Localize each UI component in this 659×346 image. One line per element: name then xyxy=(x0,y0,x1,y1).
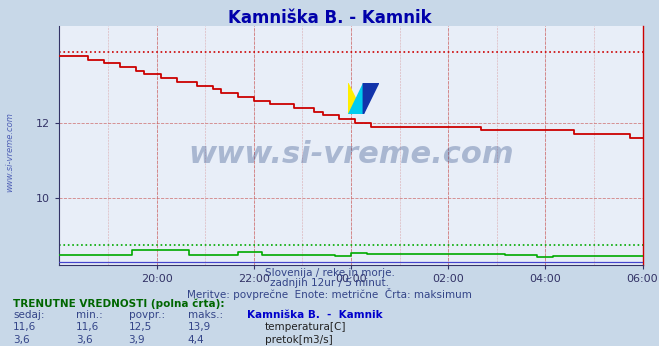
Text: temperatura[C]: temperatura[C] xyxy=(265,322,347,332)
Text: 3,9: 3,9 xyxy=(129,335,145,345)
Text: 3,6: 3,6 xyxy=(76,335,92,345)
Text: zadnjih 12ur / 5 minut.: zadnjih 12ur / 5 minut. xyxy=(270,278,389,288)
Text: 13,9: 13,9 xyxy=(188,322,211,332)
Text: 11,6: 11,6 xyxy=(13,322,36,332)
Text: Slovenija / reke in morje.: Slovenija / reke in morje. xyxy=(264,268,395,278)
Text: Kamniška B.  -  Kamnik: Kamniška B. - Kamnik xyxy=(247,310,383,320)
Polygon shape xyxy=(363,83,378,114)
Text: maks.:: maks.: xyxy=(188,310,223,320)
Text: 3,6: 3,6 xyxy=(13,335,30,345)
Polygon shape xyxy=(348,83,363,114)
Text: 11,6: 11,6 xyxy=(76,322,99,332)
Text: www.si-vreme.com: www.si-vreme.com xyxy=(188,140,514,170)
Text: pretok[m3/s]: pretok[m3/s] xyxy=(265,335,333,345)
Polygon shape xyxy=(348,83,363,114)
Text: Meritve: povprečne  Enote: metrične  Črta: maksimum: Meritve: povprečne Enote: metrične Črta:… xyxy=(187,288,472,300)
Text: sedaj:: sedaj: xyxy=(13,310,45,320)
Text: Kamniška B. - Kamnik: Kamniška B. - Kamnik xyxy=(228,9,431,27)
Text: 4,4: 4,4 xyxy=(188,335,204,345)
Text: 12,5: 12,5 xyxy=(129,322,152,332)
Text: www.si-vreme.com: www.si-vreme.com xyxy=(5,112,14,192)
Text: min.:: min.: xyxy=(76,310,103,320)
Text: TRENUTNE VREDNOSTI (polna črta):: TRENUTNE VREDNOSTI (polna črta): xyxy=(13,298,225,309)
Text: povpr.:: povpr.: xyxy=(129,310,165,320)
